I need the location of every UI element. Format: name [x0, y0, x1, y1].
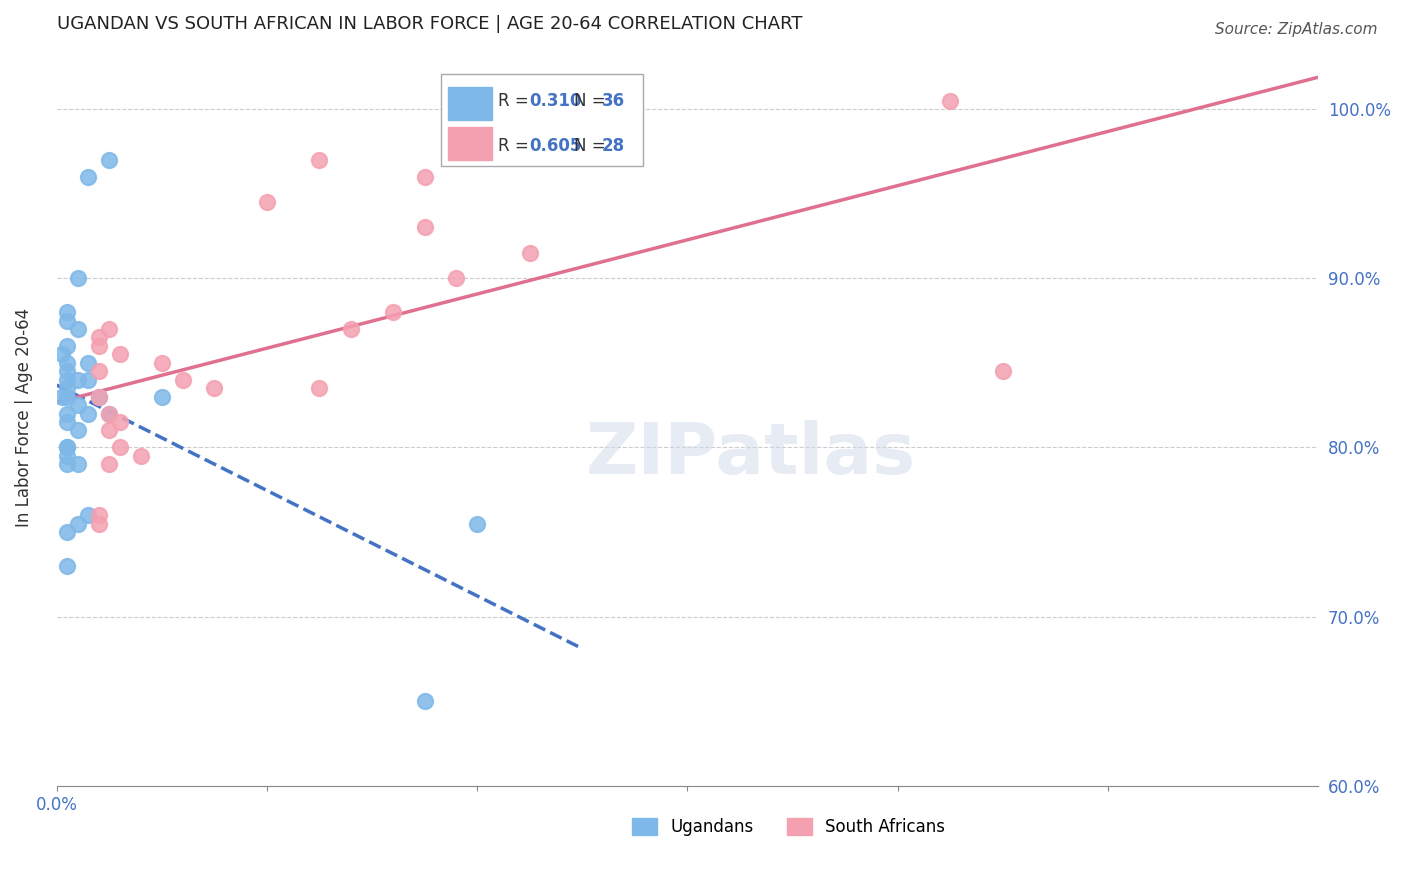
Point: [98, 153, 121, 167]
Point: [56, 381, 79, 395]
Point: [56, 558, 79, 573]
Point: [108, 415, 131, 429]
Point: [77, 407, 100, 421]
Point: [150, 390, 173, 404]
Point: [56, 441, 79, 455]
Text: ZIPatlas: ZIPatlas: [585, 420, 915, 489]
Text: N =: N =: [574, 93, 610, 111]
FancyBboxPatch shape: [447, 127, 492, 161]
FancyBboxPatch shape: [447, 87, 492, 120]
Point: [87, 339, 110, 353]
Point: [66, 458, 89, 472]
Point: [98, 407, 121, 421]
Text: R =: R =: [498, 136, 534, 154]
Point: [56, 415, 79, 429]
Point: [991, 364, 1014, 378]
Point: [56, 313, 79, 327]
Point: [939, 94, 962, 108]
Point: [77, 508, 100, 522]
Point: [66, 271, 89, 285]
Point: [56, 356, 79, 370]
Point: [98, 407, 121, 421]
Point: [87, 390, 110, 404]
Point: [66, 516, 89, 531]
Point: [87, 516, 110, 531]
FancyBboxPatch shape: [441, 74, 644, 166]
Point: [98, 424, 121, 438]
Point: [108, 347, 131, 361]
Point: [256, 195, 278, 210]
Point: [382, 305, 405, 319]
Text: N =: N =: [574, 136, 610, 154]
Point: [202, 381, 225, 395]
Point: [413, 169, 436, 184]
Point: [87, 330, 110, 344]
Point: [56, 305, 79, 319]
Point: [87, 508, 110, 522]
Text: 0.310: 0.310: [530, 93, 582, 111]
Point: [51, 390, 73, 404]
Point: [444, 271, 467, 285]
Point: [340, 322, 363, 336]
Point: [98, 458, 121, 472]
Point: [56, 458, 79, 472]
Point: [56, 441, 79, 455]
Point: [77, 169, 100, 184]
Point: [56, 407, 79, 421]
Point: [77, 356, 100, 370]
Point: [66, 424, 89, 438]
Point: [56, 339, 79, 353]
Text: 0.605: 0.605: [530, 136, 582, 154]
Y-axis label: In Labor Force | Age 20-64: In Labor Force | Age 20-64: [15, 309, 32, 527]
Point: [56, 390, 79, 404]
Text: 36: 36: [602, 93, 624, 111]
Point: [98, 322, 121, 336]
Point: [172, 373, 194, 387]
Text: UGANDAN VS SOUTH AFRICAN IN LABOR FORCE | AGE 20-64 CORRELATION CHART: UGANDAN VS SOUTH AFRICAN IN LABOR FORCE …: [56, 15, 801, 33]
Point: [519, 245, 541, 260]
Point: [77, 373, 100, 387]
Legend: Ugandans, South Africans: Ugandans, South Africans: [631, 818, 945, 837]
Point: [66, 322, 89, 336]
Text: 28: 28: [602, 136, 624, 154]
Point: [66, 398, 89, 412]
Point: [108, 441, 131, 455]
Point: [56, 449, 79, 463]
Point: [150, 356, 173, 370]
Point: [413, 220, 436, 235]
Point: [87, 390, 110, 404]
Point: [56, 373, 79, 387]
Text: Source: ZipAtlas.com: Source: ZipAtlas.com: [1215, 22, 1378, 37]
Point: [308, 153, 330, 167]
Point: [308, 381, 330, 395]
Point: [465, 516, 488, 531]
Point: [87, 364, 110, 378]
Point: [51, 347, 73, 361]
Text: R =: R =: [498, 93, 534, 111]
Point: [56, 364, 79, 378]
Point: [66, 373, 89, 387]
Point: [56, 524, 79, 539]
Point: [129, 449, 152, 463]
Point: [413, 694, 436, 708]
